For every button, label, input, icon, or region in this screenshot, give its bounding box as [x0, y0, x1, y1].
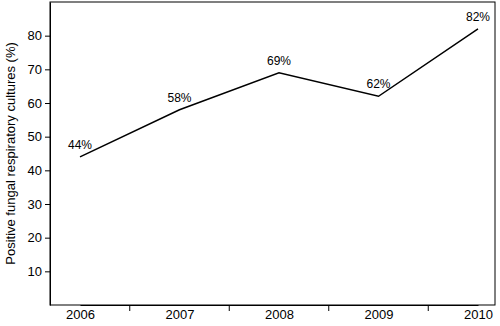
data-label: 44%	[68, 138, 92, 152]
x-tick: 2009	[365, 305, 394, 322]
y-tick-label: 30	[28, 197, 42, 212]
y-tick-mark	[45, 204, 50, 205]
y-tick-mark	[45, 137, 50, 138]
x-separator	[428, 305, 429, 311]
y-axis: 10 20 30 40 50 60 70 80	[28, 3, 51, 306]
y-tick-mark	[45, 170, 50, 171]
chart: 10 20 30 40 50 60 70 80 2006 2007 2008 2009 2010 Posi…	[0, 0, 500, 326]
y-tick-label: 60	[28, 96, 42, 111]
y-tick: 80	[28, 28, 50, 43]
x-tick-label: 2009	[365, 307, 394, 322]
y-tick-mark	[45, 69, 50, 70]
data-label: 62%	[366, 77, 390, 91]
y-tick-label: 50	[28, 129, 42, 144]
y-axis-title: Positive fungal respiratory cultures (%)	[3, 42, 18, 265]
y-tick: 50	[28, 129, 50, 144]
data-label: 82%	[466, 10, 490, 24]
y-tick: 60	[28, 96, 50, 111]
x-separator	[229, 305, 230, 311]
x-tick: 2006	[66, 305, 95, 322]
x-tick: 2010	[464, 305, 493, 322]
y-tick-label: 10	[28, 264, 42, 279]
y-tick: 30	[28, 197, 50, 212]
y-tick: 40	[28, 163, 50, 178]
data-label: 58%	[167, 91, 191, 105]
y-tick-mark	[45, 238, 50, 239]
x-separator	[129, 305, 130, 311]
x-tick: 2007	[166, 305, 195, 322]
y-tick-mark	[45, 36, 50, 37]
x-separator	[328, 305, 329, 311]
y-axis-line	[50, 3, 51, 306]
x-tick-label: 2010	[464, 307, 493, 322]
x-tick-label: 2007	[166, 307, 195, 322]
x-tick: 2008	[265, 305, 294, 322]
y-tick-label: 80	[28, 28, 42, 43]
y-tick-label: 20	[28, 230, 42, 245]
y-tick: 70	[28, 62, 50, 77]
data-label: 69%	[267, 54, 291, 68]
y-tick: 10	[28, 264, 50, 279]
y-tick-mark	[45, 103, 50, 104]
x-tick-label: 2006	[66, 307, 95, 322]
y-tick: 20	[28, 230, 50, 245]
y-tick-label: 70	[28, 62, 42, 77]
y-tick-mark	[45, 271, 50, 272]
x-axis: 2006 2007 2008 2009 2010	[66, 305, 493, 322]
x-axis-line	[81, 305, 479, 306]
x-tick-label: 2008	[265, 307, 294, 322]
plot-frame	[50, 2, 495, 305]
plot-area	[80, 29, 478, 157]
y-tick-label: 40	[28, 163, 42, 178]
data-line	[80, 29, 478, 157]
